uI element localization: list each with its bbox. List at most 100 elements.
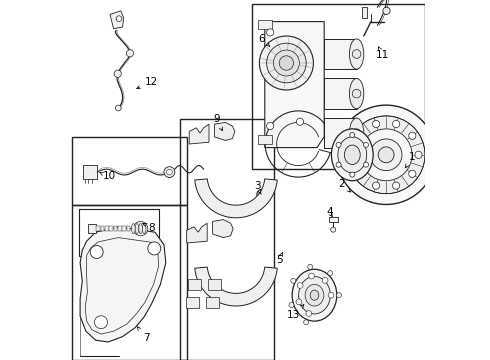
Ellipse shape [139, 224, 143, 234]
Circle shape [267, 43, 306, 83]
Bar [258, 135, 272, 144]
Polygon shape [265, 22, 324, 148]
Circle shape [364, 162, 368, 167]
Circle shape [364, 143, 368, 148]
Bar [126, 226, 130, 231]
Circle shape [306, 311, 312, 316]
Text: 8: 8 [143, 222, 155, 233]
Bar [72, 137, 187, 205]
Circle shape [336, 143, 341, 148]
Bar [88, 224, 97, 233]
Circle shape [356, 170, 364, 177]
Circle shape [328, 292, 334, 298]
Circle shape [95, 316, 107, 329]
Bar [79, 209, 159, 256]
Polygon shape [80, 227, 166, 342]
Bar [72, 205, 187, 360]
Text: 7: 7 [138, 327, 149, 343]
Circle shape [347, 116, 425, 194]
Circle shape [415, 151, 422, 158]
Bar [100, 226, 104, 231]
Bar [324, 39, 357, 69]
Circle shape [309, 273, 315, 279]
Circle shape [116, 105, 121, 111]
Circle shape [392, 182, 400, 189]
Text: 10: 10 [99, 171, 116, 181]
Ellipse shape [331, 129, 373, 181]
Circle shape [259, 36, 314, 90]
Polygon shape [213, 220, 233, 238]
Circle shape [360, 129, 412, 181]
Circle shape [409, 170, 416, 177]
Circle shape [296, 299, 302, 305]
Bar [109, 226, 113, 231]
Ellipse shape [349, 39, 364, 69]
Bar [105, 226, 109, 231]
Circle shape [383, 7, 390, 14]
Circle shape [167, 169, 172, 175]
Ellipse shape [132, 224, 135, 234]
Circle shape [114, 70, 122, 77]
Circle shape [337, 105, 436, 204]
Circle shape [409, 132, 416, 139]
Circle shape [350, 172, 355, 177]
Circle shape [296, 118, 304, 125]
Text: 4: 4 [326, 207, 333, 217]
Circle shape [133, 221, 148, 236]
Ellipse shape [344, 145, 360, 165]
Circle shape [279, 56, 294, 70]
Ellipse shape [310, 290, 319, 300]
Circle shape [372, 182, 380, 189]
Bar [258, 20, 272, 29]
Text: 9: 9 [214, 114, 222, 131]
Circle shape [257, 189, 267, 199]
Ellipse shape [135, 224, 139, 234]
Bar [97, 226, 100, 231]
Circle shape [352, 50, 361, 58]
Text: 5: 5 [276, 252, 283, 265]
Polygon shape [195, 267, 277, 306]
Polygon shape [187, 223, 207, 243]
Circle shape [116, 16, 122, 22]
Ellipse shape [292, 269, 337, 321]
Bar [329, 217, 338, 222]
Circle shape [352, 129, 361, 138]
Circle shape [350, 132, 355, 138]
Ellipse shape [349, 118, 364, 148]
Ellipse shape [298, 276, 330, 314]
Polygon shape [110, 11, 123, 29]
Circle shape [350, 151, 357, 158]
Circle shape [297, 283, 303, 288]
Circle shape [291, 278, 296, 283]
Ellipse shape [338, 137, 367, 173]
Circle shape [370, 139, 402, 171]
Text: 1: 1 [406, 152, 416, 168]
Bar [252, 4, 425, 169]
Text: 11: 11 [376, 47, 389, 60]
Circle shape [352, 89, 361, 98]
Circle shape [267, 122, 274, 130]
Circle shape [267, 29, 274, 36]
Bar [122, 226, 126, 231]
Circle shape [308, 264, 313, 269]
Text: 2: 2 [338, 179, 350, 192]
Bar [324, 118, 357, 148]
Circle shape [259, 192, 265, 197]
Polygon shape [195, 179, 277, 218]
Ellipse shape [143, 224, 146, 234]
Bar [118, 226, 122, 231]
Circle shape [273, 50, 299, 76]
Bar [180, 119, 274, 360]
Circle shape [336, 162, 341, 167]
Text: 13: 13 [287, 305, 304, 320]
Circle shape [164, 167, 175, 177]
Bar [83, 165, 98, 179]
Circle shape [356, 132, 364, 139]
Circle shape [337, 293, 342, 298]
Bar [208, 279, 221, 290]
Circle shape [392, 120, 400, 127]
Bar [206, 297, 219, 308]
Circle shape [148, 242, 161, 255]
Circle shape [90, 246, 103, 258]
Ellipse shape [305, 284, 324, 306]
